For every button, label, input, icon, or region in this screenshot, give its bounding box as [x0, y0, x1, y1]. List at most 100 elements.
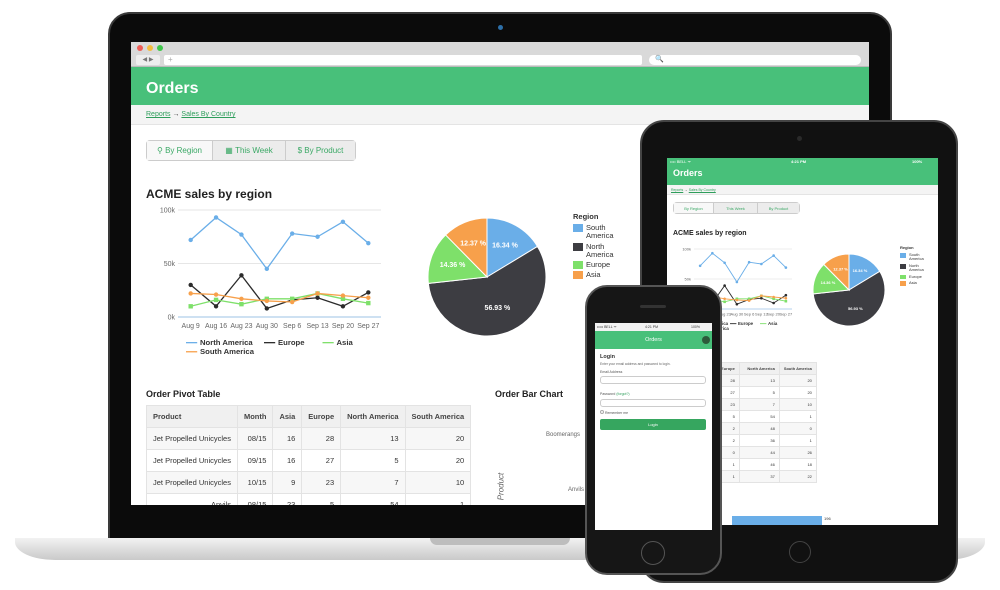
data-point	[711, 251, 714, 255]
legend-swatch	[573, 271, 583, 280]
x-tick-label: Sep 6	[744, 311, 755, 316]
x-tick-label: Aug 23	[718, 311, 731, 316]
back-forward-buttons[interactable]: ◀ ▶	[136, 55, 160, 65]
legend-item[interactable]: Asia	[573, 270, 626, 280]
status-battery: 100%	[691, 325, 700, 329]
data-point	[366, 290, 371, 295]
view-tabs: ⚲ By Region ▦ This Week $ By Product	[146, 140, 356, 161]
search-bar[interactable]: 🔍	[649, 55, 861, 65]
maximize-window-button[interactable]	[157, 45, 163, 51]
table-cell: 08/15	[236, 427, 274, 450]
forgot-password-link[interactable]: (forgot?)	[616, 392, 630, 396]
page-title: Orders	[673, 168, 703, 178]
legend-swatch	[900, 281, 906, 287]
table-cell: 48	[738, 422, 780, 435]
minimize-window-button[interactable]	[147, 45, 153, 51]
breadcrumb-reports[interactable]: Reports	[671, 188, 684, 192]
x-tick-label: Sep 13	[755, 311, 768, 316]
home-button[interactable]	[641, 541, 665, 565]
legend-swatch	[573, 224, 583, 232]
data-point	[366, 240, 371, 246]
table-cell: Jet Propelled Unicycles	[146, 449, 238, 472]
tab-by-region[interactable]: ⚲ By Region	[147, 141, 213, 160]
login-button[interactable]: Login	[600, 419, 706, 430]
legend-label: South America	[909, 252, 924, 262]
table-cell: 28	[301, 427, 342, 450]
menu-icon[interactable]	[702, 336, 710, 344]
status-time: 4:21 PM	[645, 325, 659, 329]
tab-by-product[interactable]: By Product	[758, 203, 799, 213]
data-point	[760, 294, 763, 298]
table-cell: 27	[301, 449, 342, 472]
breadcrumb-separator: →	[684, 188, 688, 192]
login-subtitle: Enter your email address and password to…	[600, 362, 671, 366]
legend-swatch	[900, 253, 906, 258]
column-header[interactable]: South America	[404, 405, 472, 428]
data-point	[698, 264, 702, 268]
tab-by-product[interactable]: $ By Product	[286, 141, 355, 160]
table-cell: 22	[778, 470, 817, 483]
column-header[interactable]: South America	[778, 362, 817, 375]
legend-item[interactable]: North America	[900, 263, 933, 273]
legend-label: North America	[200, 338, 253, 347]
column-header[interactable]: North America	[340, 405, 406, 428]
y-tick-label: 50k	[685, 276, 691, 281]
pie-legend: Region South America North America Europe As…	[900, 245, 933, 288]
column-header[interactable]: North America	[738, 362, 780, 375]
table-cell: 20	[404, 427, 472, 450]
data-point	[188, 304, 193, 309]
pie-slice	[812, 270, 886, 327]
tab-label: By Region	[684, 205, 703, 211]
x-tick-label: Sep 13	[306, 323, 328, 330]
tab-this-week[interactable]: This Week	[714, 203, 758, 213]
x-tick-label: Sep 20	[767, 311, 780, 316]
pie-slice	[486, 217, 539, 278]
page-header: Orders	[595, 331, 712, 349]
data-point	[213, 215, 219, 220]
data-point	[239, 232, 244, 237]
url-bar[interactable]: +	[164, 55, 642, 65]
legend-item[interactable]: South America	[900, 252, 933, 262]
data-point	[315, 234, 320, 239]
column-header[interactable]: Asia	[272, 405, 303, 428]
table-cell: 09/15	[236, 449, 274, 472]
column-header[interactable]: Month	[236, 405, 274, 428]
table-cell: 13	[340, 427, 406, 450]
data-point	[772, 295, 775, 299]
sales-chart-title: ACME sales by region	[146, 187, 273, 201]
column-header[interactable]: Product	[146, 405, 238, 428]
pie-slice	[427, 234, 489, 284]
breadcrumb-sales-by-country[interactable]: Sales By Country	[688, 188, 716, 192]
legend-title: Region	[900, 245, 914, 250]
table-cell: 5	[738, 386, 780, 399]
table-cell: 37	[738, 470, 780, 483]
email-label: Email Address	[600, 370, 623, 374]
breadcrumb-sales-by-country[interactable]: Sales By Country	[181, 111, 236, 118]
x-tick-label: Aug 9	[182, 323, 200, 330]
x-tick-label: Aug 23	[230, 323, 252, 330]
tab-by-region[interactable]: By Region	[674, 203, 714, 213]
password-label: Password	[600, 392, 616, 396]
pie-slice	[427, 245, 547, 337]
password-field[interactable]	[600, 399, 706, 407]
data-point	[239, 296, 244, 302]
tab-this-week[interactable]: ▦ This Week	[213, 141, 286, 160]
y-tick-label: 100k	[682, 246, 691, 251]
remember-me-checkbox[interactable]	[600, 410, 604, 414]
home-button[interactable]	[789, 541, 811, 563]
email-field[interactable]	[600, 376, 706, 384]
pie-slice	[823, 253, 850, 292]
breadcrumb-reports[interactable]: Reports	[146, 111, 171, 118]
legend-label: Europe	[586, 260, 611, 269]
close-window-button[interactable]	[137, 45, 143, 51]
data-point	[735, 280, 739, 284]
legend-item[interactable]: South America	[573, 223, 626, 241]
legend-item[interactable]: Asia	[900, 281, 933, 287]
phone-screen: ••••• BELL ᯤ 4:21 PM 100% Orders Login E…	[595, 323, 712, 530]
legend-item[interactable]: North America	[573, 242, 626, 260]
legend-item[interactable]: Europe	[573, 260, 626, 269]
column-header[interactable]: Europe	[301, 405, 342, 428]
legend-item[interactable]: Europe	[900, 274, 933, 280]
